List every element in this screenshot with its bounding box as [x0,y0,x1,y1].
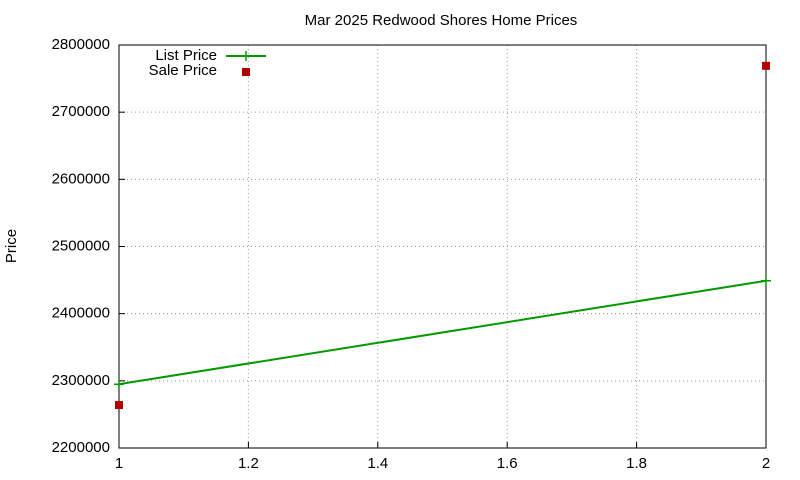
chart-title: Mar 2025 Redwood Shores Home Prices [305,12,578,29]
data-point [761,275,771,286]
data-point [115,401,123,410]
x-tick-label: 1.6 [497,455,518,472]
x-tick-label: 1 [115,455,123,472]
data-point [762,61,770,70]
y-tick-label: 2700000 [52,103,110,120]
data-point [114,379,124,390]
y-tick-label: 2800000 [52,36,110,53]
y-tick-label: 2600000 [52,170,110,187]
x-tick-label: 1.2 [238,455,259,472]
y-tick-label: 2300000 [52,372,110,389]
x-tick-label: 2 [762,455,770,472]
plot-border [118,44,767,449]
legend-marker [242,68,250,76]
legend-label: Sale Price [149,62,217,79]
x-tick-label: 1.8 [626,455,647,472]
legend-label: List Price [155,47,217,64]
y-axis-label: Price [3,229,20,263]
legend-marker [241,51,251,61]
y-tick-label: 2500000 [52,237,110,254]
y-tick-label: 2400000 [52,305,110,322]
x-tick-label: 1.4 [367,455,388,472]
series-line [118,279,767,386]
y-tick-label: 2200000 [52,439,110,456]
